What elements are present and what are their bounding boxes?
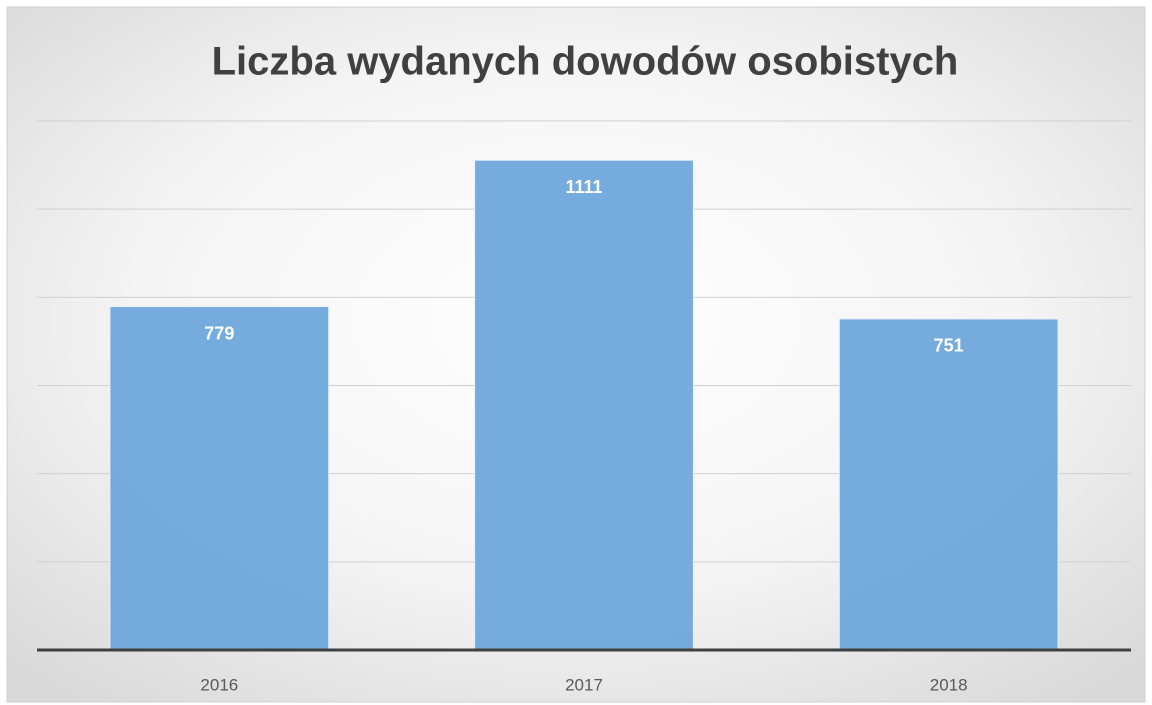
x-tick-label: 2017 [565, 675, 603, 694]
bar [474, 159, 694, 651]
bar [838, 318, 1059, 651]
chart-title: Liczba wydanych dowodów osobistych [212, 40, 959, 84]
x-tick-label: 2018 [930, 675, 968, 694]
value-label: 1111 [565, 177, 602, 197]
value-label: 779 [204, 323, 234, 343]
bar [109, 306, 330, 651]
value-label: 751 [934, 336, 964, 356]
x-tick-label: 2016 [200, 675, 238, 694]
